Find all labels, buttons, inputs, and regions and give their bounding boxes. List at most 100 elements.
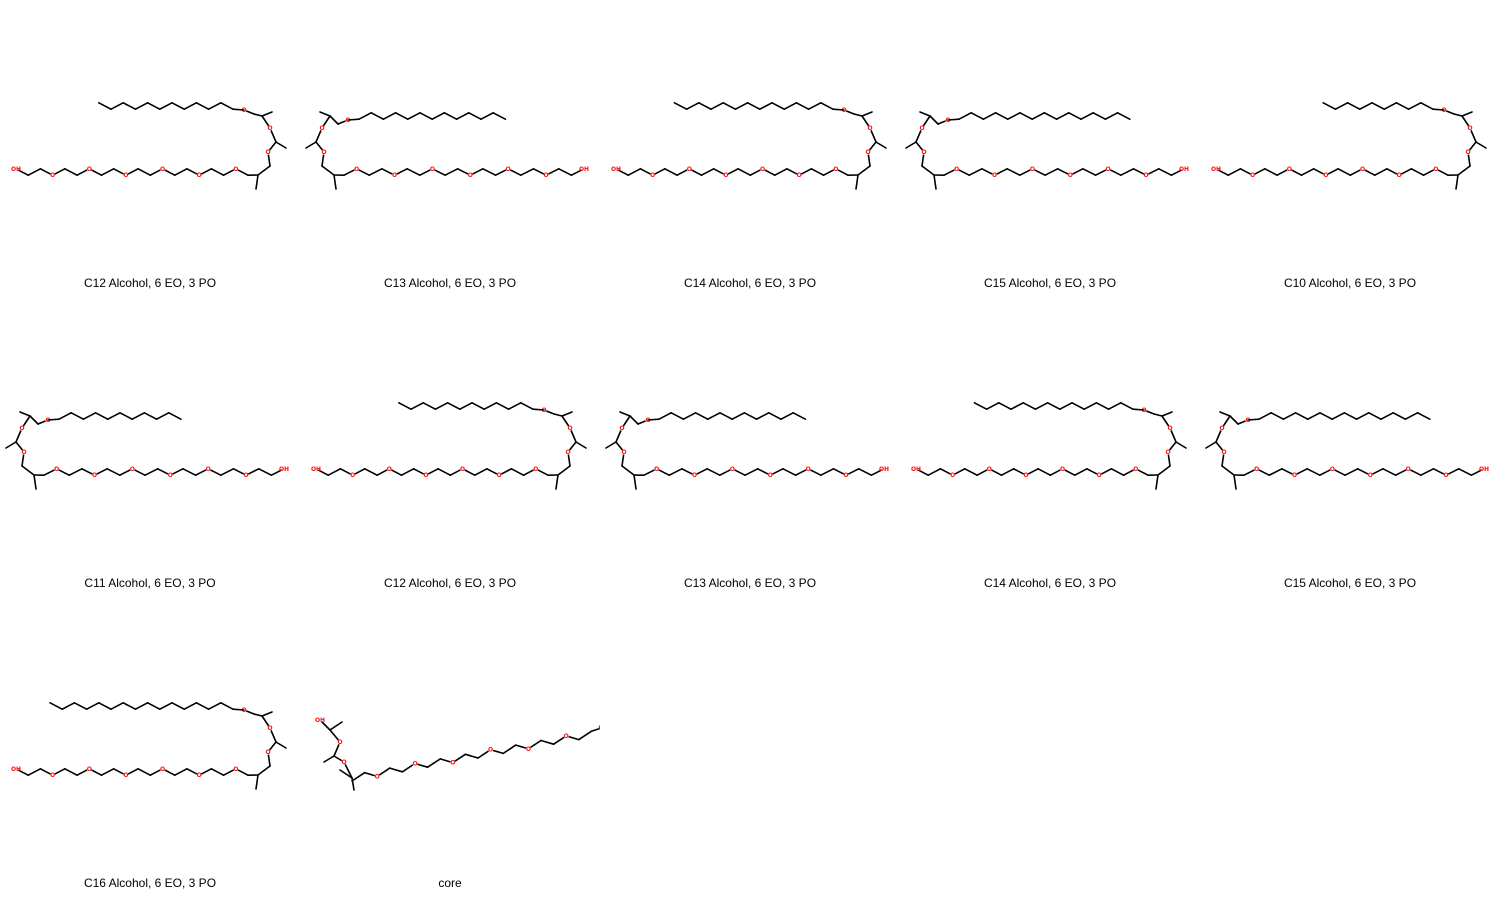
molecule-cell: OH O O O O O O O O O C16 Alcohol, 6 EO, 3 PO <box>0 600 300 900</box>
oxygen-label: O <box>921 149 926 156</box>
bond-line <box>1118 113 1130 119</box>
bond-line <box>1396 103 1408 109</box>
bond-line <box>1459 469 1472 475</box>
bond-line <box>876 142 886 148</box>
bond-line <box>160 703 172 709</box>
bond-line <box>1381 413 1393 419</box>
oxygen-label: O <box>50 772 55 779</box>
oxygen-label: O <box>197 772 202 779</box>
oxygen-label: O <box>1221 449 1226 456</box>
bond-line <box>1338 169 1350 175</box>
bond-line <box>509 403 521 409</box>
oxygen-label: O <box>768 472 773 479</box>
oxygen-label: O <box>423 472 428 479</box>
bond-line <box>671 413 683 419</box>
bond-line <box>1206 442 1216 448</box>
bond-line <box>256 775 258 789</box>
bond-line <box>1008 113 1020 119</box>
molecule-structure: OHOOOOOOOOO <box>1200 300 1500 600</box>
oxygen-label: O <box>130 466 135 473</box>
oxygen-label: O <box>1097 472 1102 479</box>
bond-line <box>1111 469 1123 475</box>
bond-line <box>723 103 735 109</box>
oxygen-label: O <box>87 166 92 173</box>
bond-line <box>1001 469 1013 475</box>
bond-line <box>423 403 435 409</box>
molecule-legend: C10 Alcohol, 6 EO, 3 PO <box>1200 275 1500 291</box>
bond-line <box>1035 403 1047 409</box>
bond-line <box>369 169 382 175</box>
bond-line <box>1133 409 1144 410</box>
oxygen-label: O <box>1133 466 1138 473</box>
bond-line <box>920 112 930 116</box>
oxygen-label: O <box>1023 472 1028 479</box>
bond-line <box>306 142 316 148</box>
bond-line <box>1084 403 1096 409</box>
oxygen-label: O <box>267 725 272 732</box>
bond-line <box>428 759 441 767</box>
oxygen-label: O <box>1106 166 1111 173</box>
bond-line <box>138 769 150 775</box>
oxygen-label: O <box>564 733 569 740</box>
bond-line <box>1369 413 1381 419</box>
bond-line <box>735 103 747 109</box>
oxygen-label: O <box>1467 125 1472 132</box>
bond-line <box>196 103 208 109</box>
hydroxyl-label: OH <box>879 466 889 473</box>
bond-line <box>184 703 196 709</box>
bond-line <box>1230 416 1238 424</box>
bond-line <box>1156 475 1158 489</box>
bond-line <box>622 466 634 475</box>
bond-line <box>948 119 959 120</box>
bond-line <box>859 469 872 475</box>
bond-line <box>420 113 432 119</box>
molecule-structure: OHOOOOOOOOO <box>900 0 1200 300</box>
bond-line <box>628 169 640 175</box>
bond-line <box>365 469 377 475</box>
molecule-structure: OHOOOOOOOOO <box>300 300 600 600</box>
bond-line <box>123 103 135 109</box>
bond-line <box>62 703 74 709</box>
bond-line <box>465 754 478 758</box>
bond-line <box>322 166 334 175</box>
bond-line <box>1344 413 1356 419</box>
oxygen-label: O <box>265 749 270 756</box>
bond-line <box>971 113 983 119</box>
bond-line <box>50 703 62 709</box>
oxygen-label: O <box>1465 149 1470 156</box>
oxygen-label: O <box>865 149 870 156</box>
bond-line <box>983 113 995 119</box>
bond-line <box>101 169 113 175</box>
bond-line <box>1476 142 1486 148</box>
bond-line <box>276 742 286 748</box>
bond-line <box>211 769 223 775</box>
molecule-cell: OH O O O O O O O O O C12 Alcohol, 6 EO, 3 PO <box>0 0 300 300</box>
oxygen-label: O <box>354 166 359 173</box>
bond-line <box>503 745 516 753</box>
bond-line <box>383 113 395 119</box>
bond-line <box>687 103 699 109</box>
bond-line <box>111 703 123 709</box>
bond-line <box>1320 413 1332 419</box>
hydroxyl-label: OH <box>315 717 325 724</box>
oxygen-label: O <box>1068 172 1073 179</box>
bond-line <box>209 103 221 109</box>
bond-line <box>330 722 342 730</box>
molecule-structure: OHOOOOOOOOO <box>300 0 600 300</box>
oxygen-label: O <box>375 773 380 780</box>
oxygen-label: O <box>160 166 165 173</box>
bond-line <box>99 703 111 709</box>
bond-line <box>65 169 77 175</box>
bond-line <box>576 442 586 448</box>
bond-line <box>760 103 772 109</box>
bond-line <box>965 469 977 475</box>
bond-line <box>1162 412 1172 416</box>
oxygen-label: O <box>1323 172 1328 179</box>
bond-line <box>630 416 638 424</box>
bond-line <box>1159 169 1172 175</box>
bond-line <box>1357 413 1369 419</box>
bond-line <box>259 469 272 475</box>
bond-line <box>30 416 38 424</box>
bond-line <box>65 769 77 775</box>
